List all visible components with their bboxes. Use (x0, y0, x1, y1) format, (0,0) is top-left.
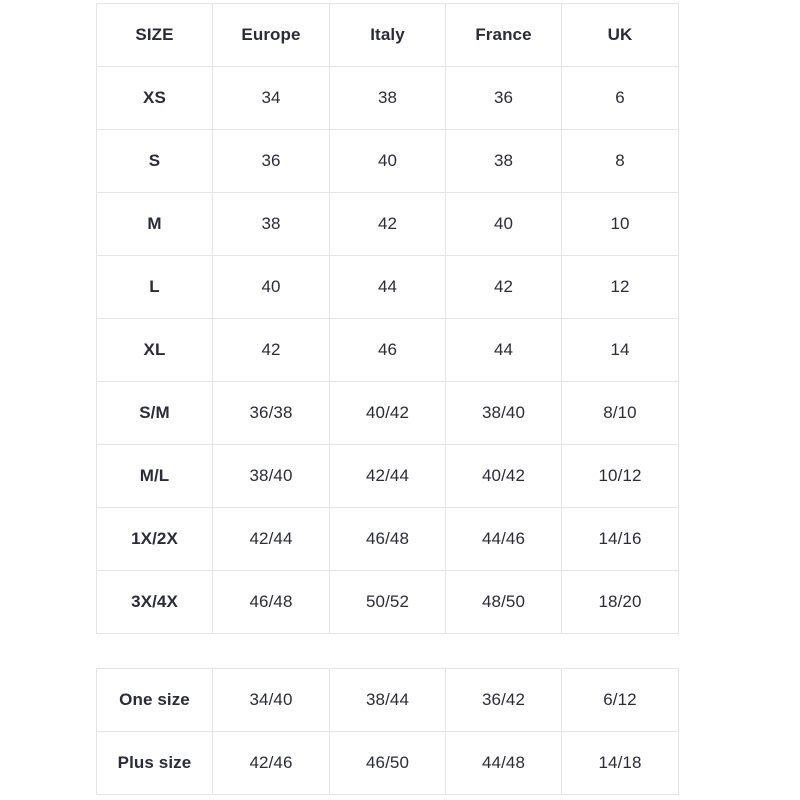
table-row: 1X/2X 42/44 46/48 44/46 14/16 (96, 507, 679, 571)
cell-france: 42 (445, 255, 562, 319)
cell-size: One size (96, 668, 213, 732)
table-row: Plus size 42/46 46/50 44/48 14/18 (96, 731, 679, 795)
cell-size: L (96, 255, 213, 319)
cell-size: XL (96, 318, 213, 382)
cell-europe: 42/46 (212, 731, 330, 795)
column-header-italy: Italy (329, 3, 446, 67)
table-row: XS 34 38 36 6 (96, 66, 679, 130)
column-header-uk: UK (561, 3, 679, 67)
cell-italy: 40/42 (329, 381, 446, 445)
cell-europe: 36/38 (212, 381, 330, 445)
cell-europe: 42/44 (212, 507, 330, 571)
cell-uk: 14/18 (561, 731, 679, 795)
cell-france: 48/50 (445, 570, 562, 634)
cell-uk: 8/10 (561, 381, 679, 445)
cell-europe: 38 (212, 192, 330, 256)
cell-uk: 18/20 (561, 570, 679, 634)
cell-france: 38 (445, 129, 562, 193)
cell-france: 40 (445, 192, 562, 256)
cell-france: 44 (445, 318, 562, 382)
cell-uk: 6/12 (561, 668, 679, 732)
cell-italy: 38 (329, 66, 446, 130)
table-row: XL 42 46 44 14 (96, 318, 679, 382)
cell-france: 36/42 (445, 668, 562, 732)
cell-europe: 34/40 (212, 668, 330, 732)
table-row: One size 34/40 38/44 36/42 6/12 (96, 668, 679, 732)
column-header-europe: Europe (212, 3, 330, 67)
cell-europe: 38/40 (212, 444, 330, 508)
cell-size: S/M (96, 381, 213, 445)
table-body: XS 34 38 36 6 S 36 40 38 8 M 38 42 40 10 (96, 66, 679, 634)
column-header-france: France (445, 3, 562, 67)
cell-italy: 46/50 (329, 731, 446, 795)
cell-italy: 46 (329, 318, 446, 382)
table-row: M 38 42 40 10 (96, 192, 679, 256)
cell-italy: 38/44 (329, 668, 446, 732)
size-conversion-table: SIZE Europe Italy France UK XS 34 38 36 … (96, 3, 679, 634)
cell-uk: 10 (561, 192, 679, 256)
cell-size: M/L (96, 444, 213, 508)
table-body: One size 34/40 38/44 36/42 6/12 Plus siz… (96, 668, 679, 795)
table-row: M/L 38/40 42/44 40/42 10/12 (96, 444, 679, 508)
cell-europe: 34 (212, 66, 330, 130)
cell-italy: 42/44 (329, 444, 446, 508)
table-row: S/M 36/38 40/42 38/40 8/10 (96, 381, 679, 445)
cell-italy: 50/52 (329, 570, 446, 634)
column-header-size: SIZE (96, 3, 213, 67)
cell-italy: 40 (329, 129, 446, 193)
cell-uk: 14 (561, 318, 679, 382)
table-header-row: SIZE Europe Italy France UK (96, 3, 679, 67)
cell-france: 44/48 (445, 731, 562, 795)
table-header: SIZE Europe Italy France UK (96, 3, 679, 67)
table-row: L 40 44 42 12 (96, 255, 679, 319)
cell-size: 3X/4X (96, 570, 213, 634)
cell-europe: 42 (212, 318, 330, 382)
table-row: S 36 40 38 8 (96, 129, 679, 193)
cell-size: Plus size (96, 731, 213, 795)
cell-uk: 12 (561, 255, 679, 319)
one-size-plus-size-table: One size 34/40 38/44 36/42 6/12 Plus siz… (96, 668, 679, 795)
cell-france: 36 (445, 66, 562, 130)
cell-uk: 8 (561, 129, 679, 193)
cell-italy: 44 (329, 255, 446, 319)
cell-uk: 10/12 (561, 444, 679, 508)
cell-europe: 36 (212, 129, 330, 193)
cell-size: XS (96, 66, 213, 130)
cell-italy: 42 (329, 192, 446, 256)
cell-size: S (96, 129, 213, 193)
cell-france: 40/42 (445, 444, 562, 508)
cell-france: 44/46 (445, 507, 562, 571)
cell-uk: 6 (561, 66, 679, 130)
cell-europe: 40 (212, 255, 330, 319)
cell-france: 38/40 (445, 381, 562, 445)
cell-europe: 46/48 (212, 570, 330, 634)
cell-italy: 46/48 (329, 507, 446, 571)
cell-size: 1X/2X (96, 507, 213, 571)
cell-uk: 14/16 (561, 507, 679, 571)
cell-size: M (96, 192, 213, 256)
table-row: 3X/4X 46/48 50/52 48/50 18/20 (96, 570, 679, 634)
